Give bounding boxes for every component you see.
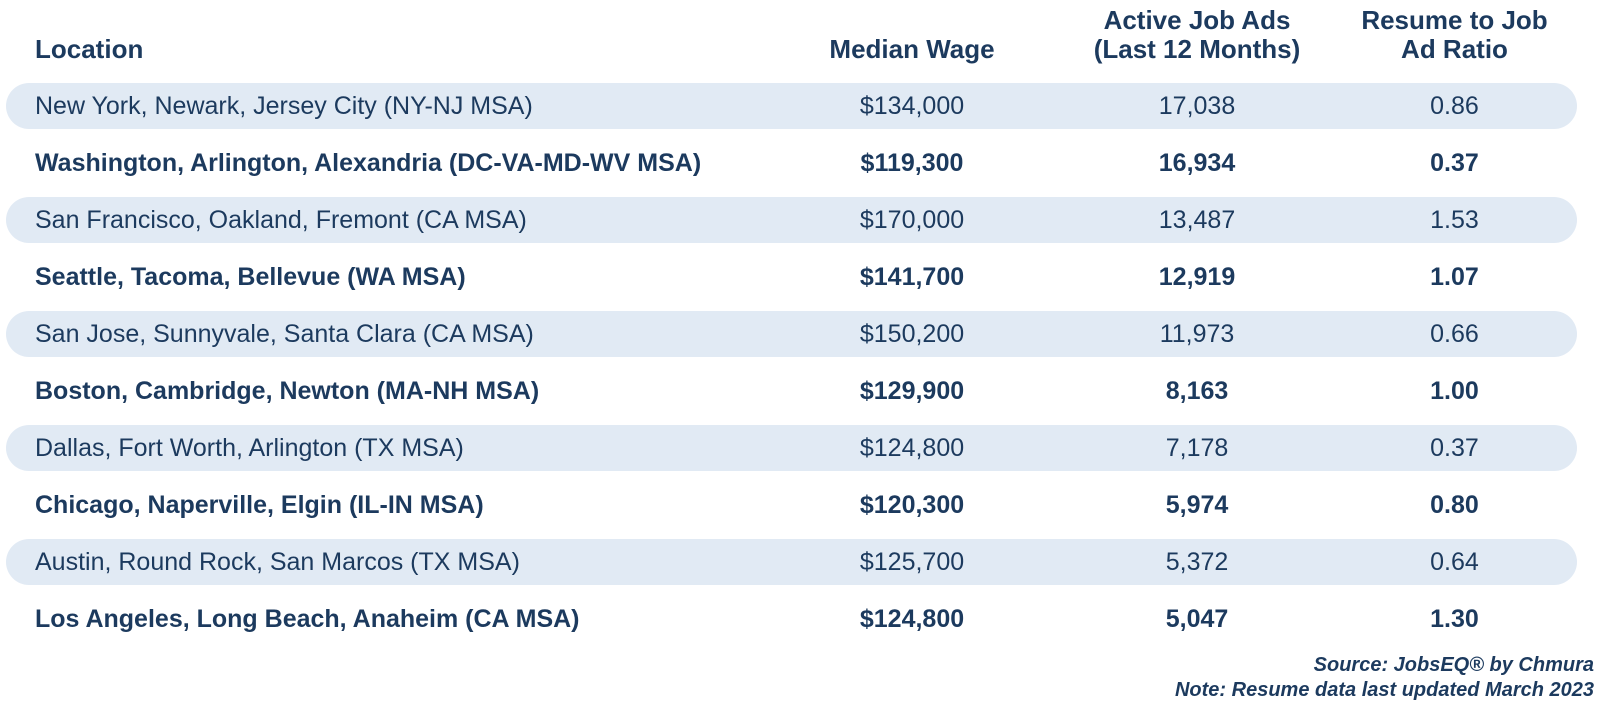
row-location: Dallas, Fort Worth, Arlington (TX MSA) bbox=[35, 433, 464, 462]
table-row: San Francisco, Oakland, Fremont (CA MSA)… bbox=[6, 197, 1577, 243]
row-resume-ratio: 1.07 bbox=[1430, 262, 1479, 291]
row-active-job-ads: 13,487 bbox=[1158, 205, 1236, 234]
note-line: Note: Resume data last updated March 202… bbox=[1174, 679, 1594, 701]
row-active-job-ads: 5,372 bbox=[1165, 547, 1229, 576]
table-body: New York, Newark, Jersey City (NY-NJ MSA… bbox=[6, 83, 1600, 642]
column-header-median-wage-label: Median Wage bbox=[829, 34, 995, 64]
table-header: Location Median Wage Active Job Ads (Las… bbox=[6, 6, 1577, 64]
row-resume-ratio: 1.30 bbox=[1430, 604, 1479, 633]
row-location: Boston, Cambridge, Newton (MA-NH MSA) bbox=[35, 376, 540, 405]
row-median-wage: $124,800 bbox=[859, 604, 965, 633]
row-median-wage: $129,900 bbox=[859, 376, 965, 405]
row-resume-ratio: 0.86 bbox=[1430, 91, 1479, 120]
column-header-resume-ratio-line1: Resume to Job bbox=[1361, 5, 1548, 35]
row-median-wage: $124,800 bbox=[859, 433, 965, 462]
column-header-resume-ratio-line2: Ad Ratio bbox=[1401, 34, 1508, 64]
table-row: Dallas, Fort Worth, Arlington (TX MSA) $… bbox=[6, 425, 1577, 471]
row-location: Chicago, Naperville, Elgin (IL-IN MSA) bbox=[35, 490, 484, 519]
row-location: San Jose, Sunnyvale, Santa Clara (CA MSA… bbox=[35, 319, 534, 348]
column-header-location: Location bbox=[6, 35, 762, 64]
row-median-wage: $150,200 bbox=[859, 319, 965, 348]
column-header-active-job-ads-line2: (Last 12 Months) bbox=[1093, 34, 1301, 64]
row-median-wage: $141,700 bbox=[859, 262, 965, 291]
row-active-job-ads: 8,163 bbox=[1165, 376, 1229, 405]
row-active-job-ads: 7,178 bbox=[1165, 433, 1229, 462]
row-resume-ratio: 0.64 bbox=[1430, 547, 1479, 576]
row-active-job-ads: 16,934 bbox=[1158, 148, 1236, 177]
table-row: San Jose, Sunnyvale, Santa Clara (CA MSA… bbox=[6, 311, 1577, 357]
column-header-active-job-ads: Active Job Ads (Last 12 Months) bbox=[1062, 6, 1332, 64]
row-location: New York, Newark, Jersey City (NY-NJ MSA… bbox=[35, 91, 533, 120]
column-header-resume-ratio: Resume to Job Ad Ratio bbox=[1332, 6, 1577, 64]
row-median-wage: $134,000 bbox=[859, 91, 965, 120]
source-line: Source: JobsEQ® by Chmura bbox=[1313, 654, 1594, 676]
source-note: Source: JobsEQ® by Chmura Note: Resume d… bbox=[0, 653, 1600, 703]
row-median-wage: $119,300 bbox=[860, 148, 964, 177]
table-row: Boston, Cambridge, Newton (MA-NH MSA) $1… bbox=[6, 368, 1577, 414]
table-row: Washington, Arlington, Alexandria (DC-VA… bbox=[6, 140, 1577, 186]
row-resume-ratio: 1.53 bbox=[1430, 205, 1479, 234]
row-resume-ratio: 1.00 bbox=[1430, 376, 1479, 405]
row-location: Los Angeles, Long Beach, Anaheim (CA MSA… bbox=[35, 604, 580, 633]
row-active-job-ads: 5,974 bbox=[1165, 490, 1229, 519]
table-row: Seattle, Tacoma, Bellevue (WA MSA) $141,… bbox=[6, 254, 1577, 300]
table-row: New York, Newark, Jersey City (NY-NJ MSA… bbox=[6, 83, 1577, 129]
row-location: Washington, Arlington, Alexandria (DC-VA… bbox=[35, 148, 702, 177]
row-resume-ratio: 0.37 bbox=[1430, 148, 1479, 177]
table-row: Austin, Round Rock, San Marcos (TX MSA) … bbox=[6, 539, 1577, 585]
row-active-job-ads: 11,973 bbox=[1159, 319, 1235, 348]
column-header-active-job-ads-line1: Active Job Ads bbox=[1103, 5, 1291, 35]
row-resume-ratio: 0.66 bbox=[1430, 319, 1479, 348]
row-resume-ratio: 0.80 bbox=[1430, 490, 1479, 519]
row-median-wage: $170,000 bbox=[859, 205, 965, 234]
column-header-location-label: Location bbox=[35, 35, 144, 64]
table-row: Los Angeles, Long Beach, Anaheim (CA MSA… bbox=[6, 596, 1577, 642]
row-location: Austin, Round Rock, San Marcos (TX MSA) bbox=[35, 547, 520, 576]
column-header-median-wage: Median Wage bbox=[762, 35, 1062, 64]
row-median-wage: $125,700 bbox=[859, 547, 965, 576]
table-row: Chicago, Naperville, Elgin (IL-IN MSA) $… bbox=[6, 482, 1577, 528]
row-active-job-ads: 12,919 bbox=[1158, 262, 1236, 291]
row-location: Seattle, Tacoma, Bellevue (WA MSA) bbox=[35, 262, 466, 291]
row-active-job-ads: 17,038 bbox=[1158, 91, 1236, 120]
row-median-wage: $120,300 bbox=[859, 490, 965, 519]
row-active-job-ads: 5,047 bbox=[1165, 604, 1229, 633]
row-resume-ratio: 0.37 bbox=[1430, 433, 1479, 462]
row-location: San Francisco, Oakland, Fremont (CA MSA) bbox=[35, 205, 527, 234]
